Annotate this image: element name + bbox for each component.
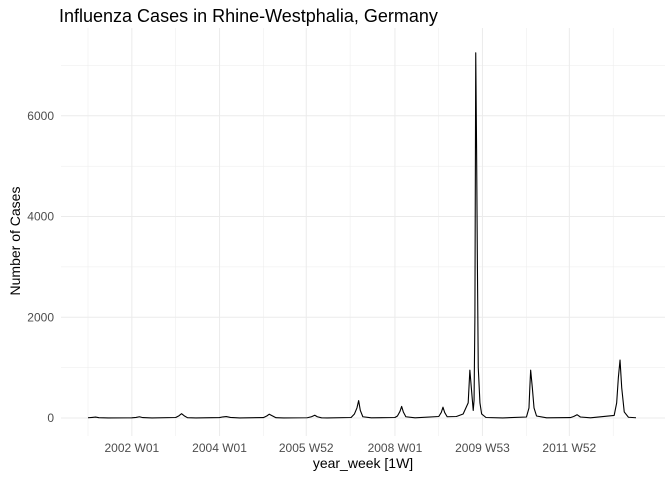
tick-labels: 0 2000 4000 6000 2002 W01 2004 W01 2005 W52 200… [27,109,596,455]
series-layer [87,52,637,419]
x-tick-label: 2002 W01 [104,441,159,455]
y-axis-title: Number of Cases [7,187,23,296]
x-tick-label: 2004 W01 [192,441,247,455]
y-tick-label: 4000 [27,210,54,224]
x-axis-title: year_week [1W] [313,455,413,471]
series-line [87,52,637,419]
x-tick-label: 2011 W52 [542,441,596,455]
y-tick-label: 6000 [27,109,54,123]
grid [61,28,665,436]
x-tick-label: 2009 W53 [455,441,510,455]
y-tick-label: 2000 [27,310,54,324]
y-tick-label: 0 [47,411,54,425]
x-tick-label: 2005 W52 [279,441,334,455]
x-tick-label: 2008 W01 [368,441,423,455]
chart-title: Influenza Cases in Rhine-Westphalia, Ger… [59,6,438,26]
